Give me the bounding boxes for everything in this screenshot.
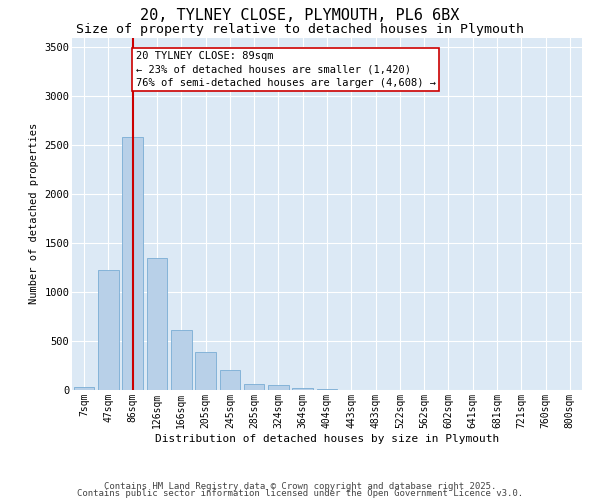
Bar xyxy=(268,385,289,390)
Bar xyxy=(171,330,191,390)
Bar xyxy=(122,138,143,390)
X-axis label: Distribution of detached houses by size in Plymouth: Distribution of detached houses by size … xyxy=(155,434,499,444)
Bar xyxy=(146,258,167,390)
Y-axis label: Number of detached properties: Number of detached properties xyxy=(29,123,38,304)
Text: Contains public sector information licensed under the Open Government Licence v3: Contains public sector information licen… xyxy=(77,490,523,498)
Bar xyxy=(220,370,240,390)
Bar xyxy=(244,384,265,390)
Text: Size of property relative to detached houses in Plymouth: Size of property relative to detached ho… xyxy=(76,22,524,36)
Text: 20, TYLNEY CLOSE, PLYMOUTH, PL6 6BX: 20, TYLNEY CLOSE, PLYMOUTH, PL6 6BX xyxy=(140,8,460,22)
Text: 20 TYLNEY CLOSE: 89sqm
← 23% of detached houses are smaller (1,420)
76% of semi-: 20 TYLNEY CLOSE: 89sqm ← 23% of detached… xyxy=(136,51,436,88)
Bar xyxy=(98,270,119,390)
Bar xyxy=(74,387,94,390)
Bar xyxy=(195,352,216,390)
Bar xyxy=(317,388,337,390)
Bar xyxy=(292,388,313,390)
Text: Contains HM Land Registry data © Crown copyright and database right 2025.: Contains HM Land Registry data © Crown c… xyxy=(104,482,496,491)
